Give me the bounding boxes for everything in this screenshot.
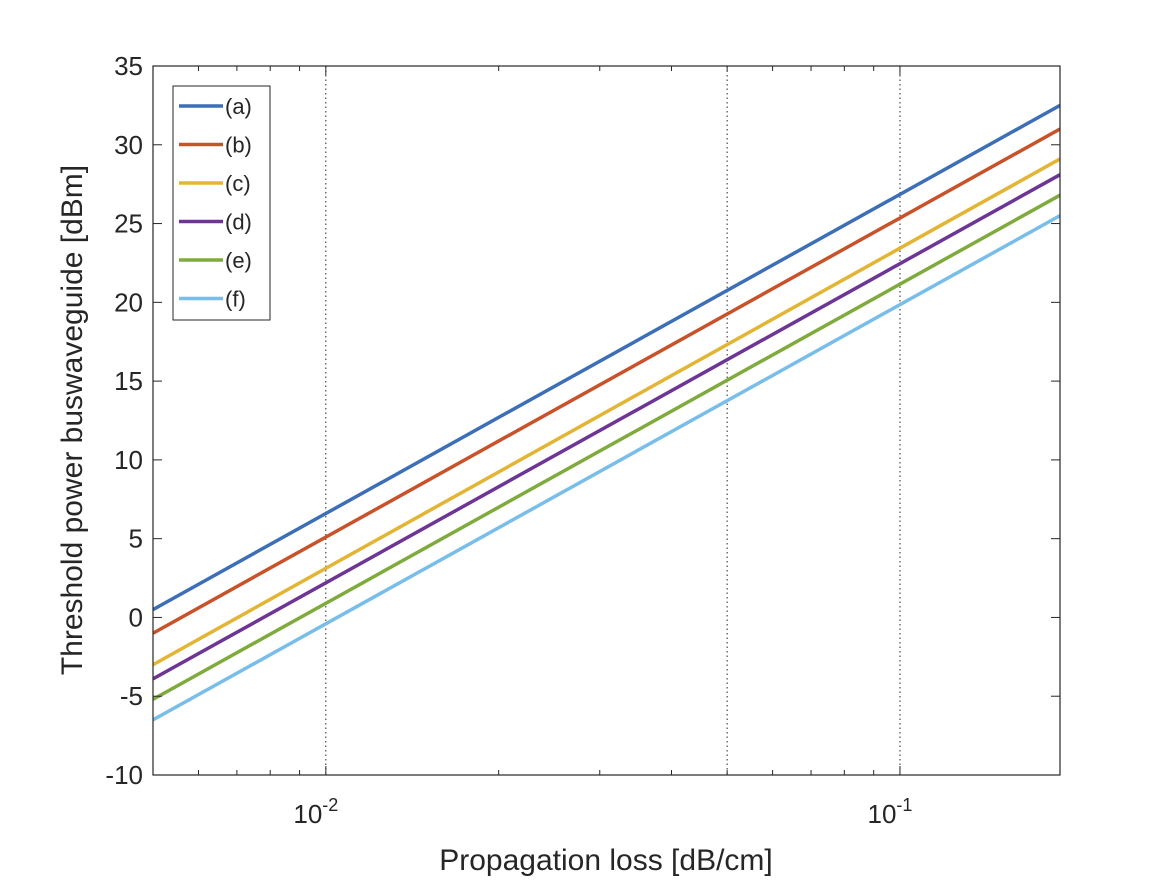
series-line-5: [153, 214, 1060, 722]
series-line-1: [153, 127, 1060, 635]
y-tick-label: 20: [114, 287, 143, 317]
y-tick-label: 35: [114, 51, 143, 81]
legend-label-1: (b): [225, 133, 252, 158]
series-line-2: [153, 157, 1060, 667]
y-tick-label: 5: [129, 524, 143, 554]
y-tick-label: 15: [114, 366, 143, 396]
legend: (a) (b) (c) (d) (e) (f): [172, 85, 271, 321]
plot-frame: [152, 65, 1061, 776]
legend-label-2: (c): [225, 171, 251, 196]
y-tick-label: 10: [114, 445, 143, 475]
series-line-0: [153, 103, 1060, 612]
legend-label-3: (d): [225, 210, 252, 235]
y-tick-label: 30: [114, 130, 143, 160]
x-tick-label-1: 10-1: [867, 795, 912, 829]
legend-label-0: (a): [225, 94, 252, 119]
y-tick-label: -10: [105, 760, 143, 790]
y-axis-title: Threshold power buswaveguide [dBm]: [56, 165, 89, 675]
series-line-4: [153, 193, 1060, 701]
legend-label-5: (f): [225, 287, 246, 312]
series-line-3: [153, 173, 1060, 681]
plot-area: [153, 66, 1060, 775]
label-layer: -10 -5 0 5 10 15 20 25 30 35 10-2 10-1: [105, 51, 912, 829]
y-tick-label: -5: [120, 681, 143, 711]
y-tick-label: 25: [114, 209, 143, 239]
legend-label-4: (e): [225, 248, 252, 273]
x-tick-label-0: 10-2: [293, 795, 338, 829]
series-layer: [153, 103, 1060, 722]
tick-layer: [152, 65, 1060, 776]
x-axis-title: Propagation loss [dB/cm]: [439, 844, 773, 877]
grid-layer: [325, 66, 901, 775]
legend-box: [172, 85, 271, 321]
y-tick-label: 0: [129, 602, 143, 632]
